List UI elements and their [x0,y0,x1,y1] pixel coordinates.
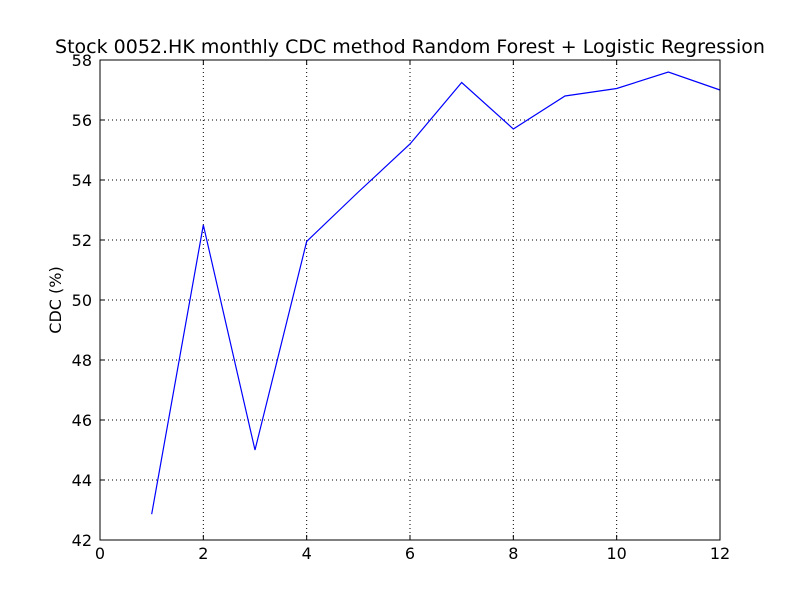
y-axis: 42 44 46 48 50 52 54 56 58 [72,51,720,550]
y-tick-label: 50 [72,291,92,310]
y-tick-label: 56 [72,111,92,130]
y-tick-label: 46 [72,411,92,430]
y-tick-label: 48 [72,351,92,370]
y-tick-label: 58 [72,51,92,70]
grid [100,60,720,540]
chart-title: Stock 0052.HK monthly CDC method Random … [55,36,765,58]
x-tick-label: 12 [710,544,730,563]
y-tick-label: 42 [72,531,92,550]
x-tick-label: 8 [508,544,518,563]
y-axis-label: CDC (%) [46,266,65,333]
y-tick-label: 54 [72,171,92,190]
series-layer [151,71,721,515]
x-tick-label: 10 [606,544,626,563]
x-tick-label: 2 [198,544,208,563]
x-tick-label: 6 [405,544,415,563]
x-tick-label: 4 [302,544,312,563]
y-tick-label: 52 [72,231,92,250]
y-tick-label: 44 [72,471,92,490]
series-line [151,71,721,515]
x-axis: 0 2 4 6 8 10 12 [95,60,730,563]
x-tick-label: 0 [95,544,105,563]
